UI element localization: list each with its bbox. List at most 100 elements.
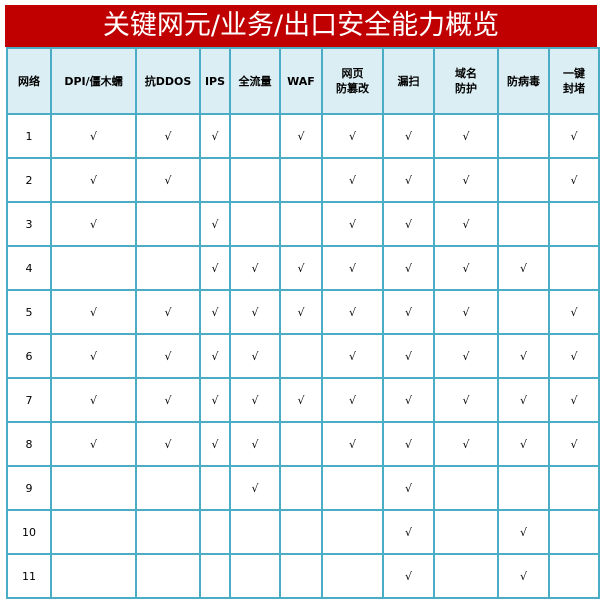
network-id-cell: 9 (6, 465, 52, 511)
column-header: 全流量 (229, 47, 281, 115)
check-cell (50, 553, 137, 599)
check-cell: √ (279, 113, 323, 159)
network-id-cell: 7 (6, 377, 52, 423)
check-cell: √ (382, 333, 435, 379)
check-cell (50, 465, 137, 511)
check-cell: √ (50, 157, 137, 203)
check-cell: √ (50, 333, 137, 379)
check-cell (497, 201, 550, 247)
check-cell (135, 245, 201, 291)
check-cell: √ (382, 113, 435, 159)
network-id-cell: 11 (6, 553, 52, 599)
check-cell (279, 201, 323, 247)
check-cell: √ (199, 201, 231, 247)
check-cell: √ (321, 377, 384, 423)
network-id-cell: 6 (6, 333, 52, 379)
table-row: 2 √ √ √ √ √ √ (6, 157, 600, 203)
check-cell: √ (199, 377, 231, 423)
check-cell: √ (382, 421, 435, 467)
table-row: 4 √ √ √ √ √ √ √ (6, 245, 600, 291)
check-cell (433, 509, 499, 555)
capability-table: 网络 DPI/僵木蠕 抗DDOS IPS 全流量 WAF 网页 防篡改 漏扫 域名 防护 防病毒一… (6, 47, 600, 599)
check-cell (229, 201, 281, 247)
check-cell (321, 509, 384, 555)
table-row: 10 √ √ (6, 509, 600, 555)
check-cell: √ (50, 421, 137, 467)
check-cell: √ (433, 421, 499, 467)
check-cell: √ (382, 377, 435, 423)
check-cell: √ (229, 333, 281, 379)
check-cell (548, 553, 600, 599)
check-cell: √ (382, 289, 435, 335)
check-cell (497, 289, 550, 335)
check-cell: √ (229, 421, 281, 467)
column-header: 网络 (6, 47, 52, 115)
check-cell (279, 421, 323, 467)
check-cell: √ (279, 377, 323, 423)
network-id-cell: 5 (6, 289, 52, 335)
check-cell: √ (433, 245, 499, 291)
check-cell: √ (229, 377, 281, 423)
check-cell (497, 113, 550, 159)
check-cell (50, 245, 137, 291)
table-row: 6 √ √ √ √ √ √ √ √ √ (6, 333, 600, 379)
check-cell (199, 553, 231, 599)
check-cell: √ (321, 201, 384, 247)
check-cell: √ (433, 113, 499, 159)
check-cell (229, 509, 281, 555)
check-cell: √ (199, 333, 231, 379)
check-cell: √ (548, 157, 600, 203)
check-cell (321, 465, 384, 511)
check-cell: √ (321, 421, 384, 467)
table-row: 7 √ √ √ √ √ √ √ √ √ √ (6, 377, 600, 423)
check-cell: √ (321, 333, 384, 379)
check-cell: √ (199, 289, 231, 335)
check-cell: √ (50, 377, 137, 423)
column-header: DPI/僵木蠕 (50, 47, 137, 115)
column-header: 防病毒 (497, 47, 550, 115)
table-row: 9 √ √ (6, 465, 600, 511)
column-header: IPS (199, 47, 231, 115)
network-id-cell: 1 (6, 113, 52, 159)
check-cell: √ (382, 201, 435, 247)
check-cell: √ (321, 157, 384, 203)
network-id-cell: 10 (6, 509, 52, 555)
check-cell: √ (433, 289, 499, 335)
column-header: 一键 封堵 (548, 47, 600, 115)
network-id-cell: 4 (6, 245, 52, 291)
check-cell (135, 201, 201, 247)
check-cell: √ (229, 289, 281, 335)
check-cell: √ (135, 289, 201, 335)
header-row: 网络 DPI/僵木蠕 抗DDOS IPS 全流量 WAF 网页 防篡改 漏扫 域名 防护 防病毒一… (6, 47, 600, 115)
network-id-cell: 8 (6, 421, 52, 467)
network-id-cell: 2 (6, 157, 52, 203)
check-cell: √ (135, 333, 201, 379)
table-row: 5 √ √ √ √ √ √ √ √ √ (6, 289, 600, 335)
column-header: 网页 防篡改 (321, 47, 384, 115)
page-title: 关键网元/业务/出口安全能力概览 (5, 5, 597, 47)
check-cell: √ (135, 157, 201, 203)
check-cell (497, 465, 550, 511)
check-cell (135, 465, 201, 511)
check-cell (548, 465, 600, 511)
check-cell (548, 201, 600, 247)
check-cell: √ (50, 201, 137, 247)
check-cell: √ (497, 377, 550, 423)
check-cell (279, 465, 323, 511)
check-cell: √ (433, 157, 499, 203)
check-cell: √ (199, 113, 231, 159)
check-cell (548, 245, 600, 291)
check-cell: √ (199, 421, 231, 467)
check-cell: √ (279, 245, 323, 291)
check-cell: √ (50, 113, 137, 159)
check-cell (433, 553, 499, 599)
column-header: 漏扫 (382, 47, 435, 115)
check-cell: √ (199, 245, 231, 291)
check-cell (199, 157, 231, 203)
check-cell (279, 509, 323, 555)
table-row: 11 √ √ (6, 553, 600, 599)
check-cell: √ (433, 377, 499, 423)
check-cell: √ (321, 245, 384, 291)
check-cell: √ (382, 245, 435, 291)
check-cell: √ (135, 377, 201, 423)
